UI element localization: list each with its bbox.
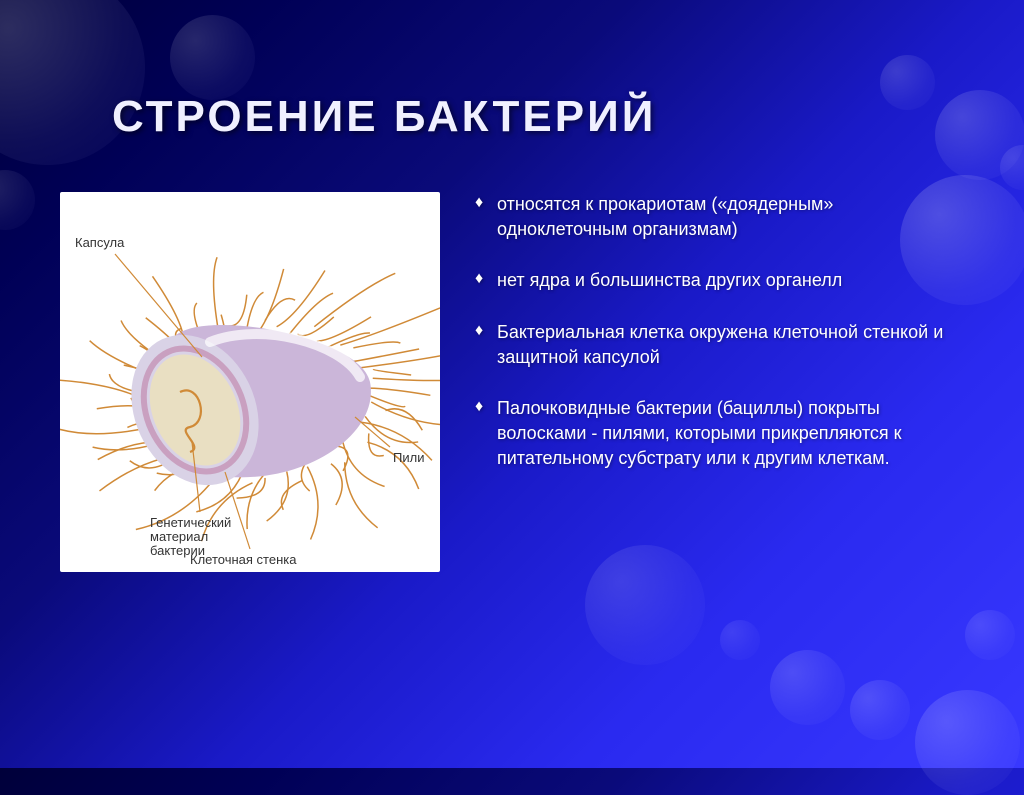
label-capsule: Капсула [75, 235, 125, 250]
list-item: Бактериальная клетка окружена клеточной … [475, 320, 965, 370]
list-item: нет ядра и большинства других органелл [475, 268, 965, 293]
label-cellwall: Клеточная стенка [190, 552, 297, 567]
list-item: Палочковидные бактерии (бациллы) покрыты… [475, 396, 965, 472]
label-pili: Пили [393, 450, 424, 465]
bullet-list: относятся к прокариотам («доядерным» одн… [475, 192, 965, 498]
bacteria-svg: Капсула Пили Генетический материал бакте… [60, 192, 440, 572]
list-item: относятся к прокариотам («доядерным» одн… [475, 192, 965, 242]
page-title: СТРОЕНИЕ БАКТЕРИЙ [112, 92, 656, 142]
bacteria-diagram: Капсула Пили Генетический материал бакте… [60, 192, 440, 572]
